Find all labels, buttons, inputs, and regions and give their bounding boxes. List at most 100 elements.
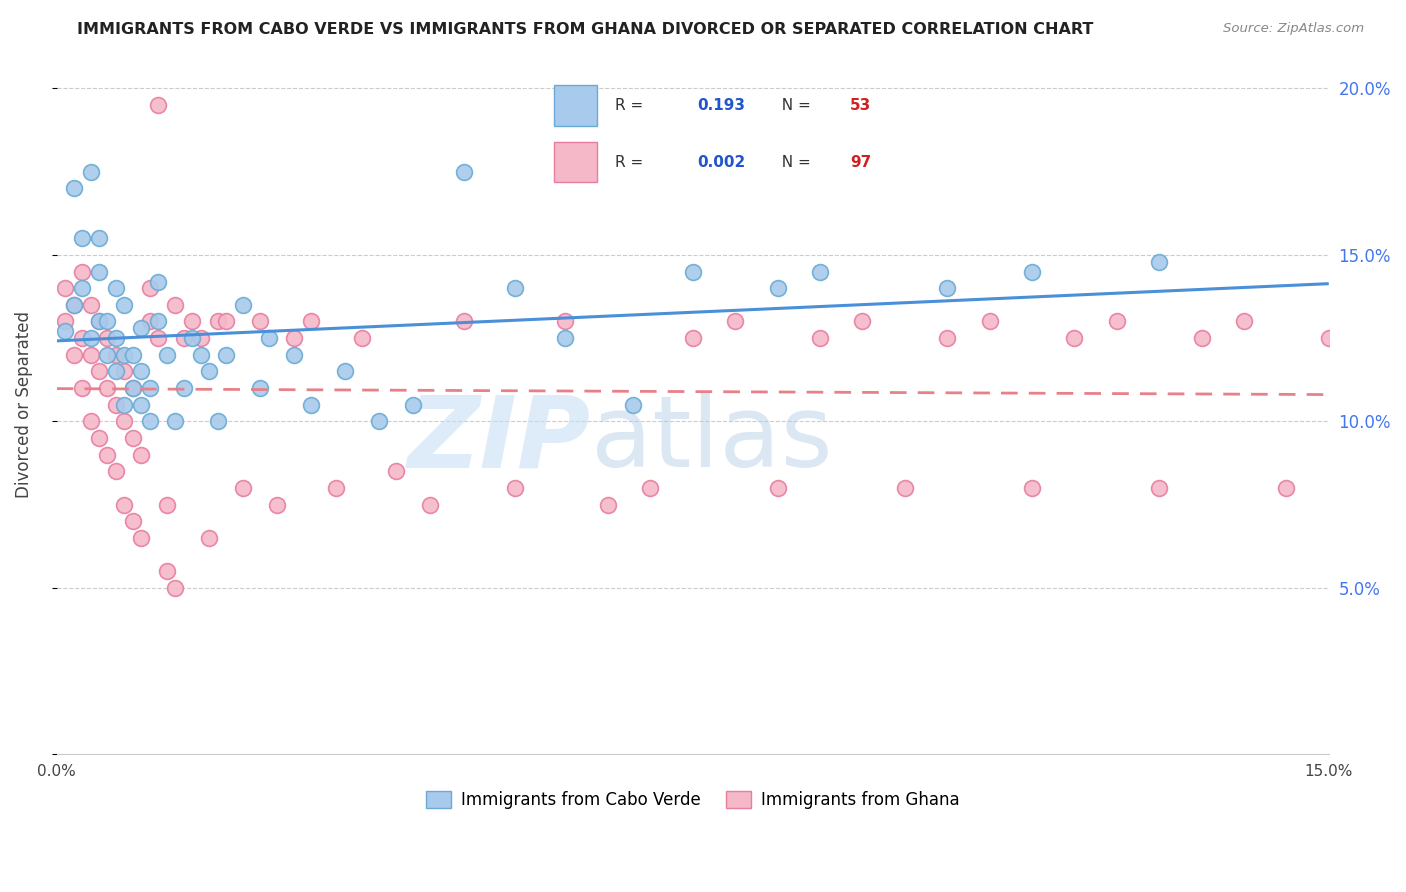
Point	[62, 298, 84, 312]
Point	[53, 325, 76, 339]
Point	[114, 398, 136, 412]
Point	[104, 331, 127, 345]
Point	[503, 281, 526, 295]
Point	[53, 281, 76, 295]
Point	[283, 348, 305, 362]
Point	[70, 381, 93, 395]
Point	[766, 481, 789, 495]
Point	[1233, 314, 1256, 328]
Point	[114, 348, 136, 362]
Point	[79, 348, 101, 362]
Point	[131, 531, 153, 545]
Point	[215, 348, 238, 362]
Point	[621, 398, 644, 412]
Point	[419, 498, 441, 512]
Point	[96, 331, 118, 345]
Text: ZIP: ZIP	[408, 391, 591, 488]
Point	[682, 264, 704, 278]
Point	[596, 498, 619, 512]
Point	[114, 498, 136, 512]
Point	[122, 348, 145, 362]
Point	[640, 481, 662, 495]
Point	[114, 298, 136, 312]
Point	[190, 331, 212, 345]
Point	[1317, 331, 1340, 345]
Point	[114, 414, 136, 428]
Point	[131, 448, 153, 462]
Point	[62, 181, 84, 195]
Point	[131, 364, 153, 378]
Point	[104, 281, 127, 295]
Point	[257, 331, 280, 345]
Point	[1147, 481, 1170, 495]
Point	[139, 314, 162, 328]
Point	[96, 314, 118, 328]
Point	[148, 275, 170, 289]
Point	[367, 414, 389, 428]
Point	[453, 314, 475, 328]
Point	[139, 281, 162, 295]
Point	[181, 314, 204, 328]
Point	[190, 348, 212, 362]
Point	[104, 348, 127, 362]
Point	[325, 481, 347, 495]
Point	[87, 231, 110, 245]
Point	[1021, 481, 1043, 495]
Point	[70, 281, 93, 295]
Point	[198, 364, 221, 378]
Point	[503, 481, 526, 495]
Point	[148, 98, 170, 112]
Point	[131, 398, 153, 412]
Text: Source: ZipAtlas.com: Source: ZipAtlas.com	[1223, 22, 1364, 36]
Point	[299, 398, 322, 412]
Point	[62, 348, 84, 362]
Point	[104, 398, 127, 412]
Point	[156, 498, 179, 512]
Point	[385, 464, 408, 478]
Point	[79, 298, 101, 312]
Point	[96, 348, 118, 362]
Point	[979, 314, 1001, 328]
Point	[554, 331, 576, 345]
Point	[87, 314, 110, 328]
Point	[299, 314, 322, 328]
Point	[232, 298, 254, 312]
Legend: Immigrants from Cabo Verde, Immigrants from Ghana: Immigrants from Cabo Verde, Immigrants f…	[419, 784, 966, 816]
Point	[148, 314, 170, 328]
Point	[181, 331, 204, 345]
Point	[131, 321, 153, 335]
Point	[87, 364, 110, 378]
Point	[1021, 264, 1043, 278]
Point	[198, 531, 221, 545]
Point	[1105, 314, 1128, 328]
Point	[808, 264, 831, 278]
Point	[96, 381, 118, 395]
Point	[215, 314, 238, 328]
Point	[139, 414, 162, 428]
Point	[808, 331, 831, 345]
Point	[173, 331, 195, 345]
Point	[104, 464, 127, 478]
Point	[122, 514, 145, 528]
Point	[333, 364, 356, 378]
Point	[70, 231, 93, 245]
Point	[122, 381, 145, 395]
Point	[851, 314, 873, 328]
Point	[283, 331, 305, 345]
Text: atlas: atlas	[591, 391, 832, 488]
Point	[554, 314, 576, 328]
Point	[682, 331, 704, 345]
Text: IMMIGRANTS FROM CABO VERDE VS IMMIGRANTS FROM GHANA DIVORCED OR SEPARATED CORREL: IMMIGRANTS FROM CABO VERDE VS IMMIGRANTS…	[77, 22, 1094, 37]
Point	[173, 381, 195, 395]
Point	[936, 281, 959, 295]
Point	[87, 264, 110, 278]
Point	[87, 431, 110, 445]
Point	[122, 381, 145, 395]
Point	[96, 448, 118, 462]
Point	[156, 564, 179, 578]
Point	[79, 164, 101, 178]
Point	[62, 298, 84, 312]
Point	[1147, 254, 1170, 268]
Point	[402, 398, 425, 412]
Point	[114, 364, 136, 378]
